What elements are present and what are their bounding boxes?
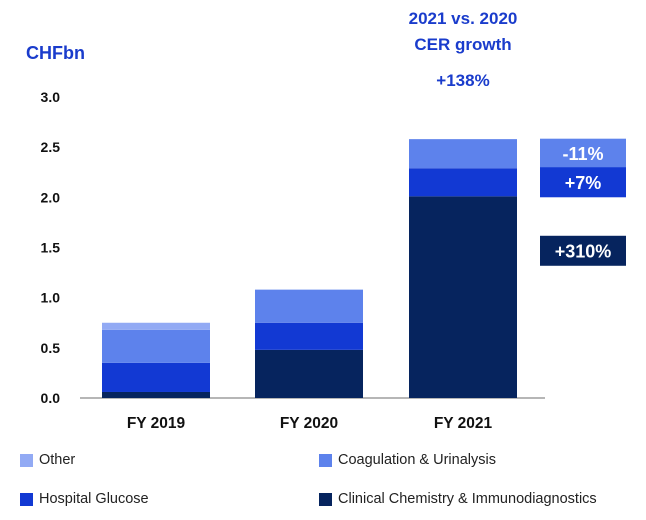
bar-segment bbox=[255, 289, 363, 323]
growth-badge bbox=[540, 138, 626, 169]
bar-segment bbox=[409, 139, 517, 169]
bar-segment bbox=[409, 168, 517, 197]
x-tick-label: FY 2020 bbox=[280, 415, 338, 432]
bar-segment bbox=[255, 349, 363, 398]
legend-label-other: Other bbox=[39, 452, 76, 468]
bar-segment bbox=[102, 322, 210, 330]
legend-label-coagulation: Coagulation & Urinalysis bbox=[338, 452, 496, 468]
x-tick-label: FY 2021 bbox=[434, 415, 493, 432]
unit-label: CHFbn bbox=[26, 43, 85, 63]
legend-label-clinical: Clinical Chemistry & Immunodiagnostics bbox=[338, 491, 597, 507]
y-tick-label: 2.0 bbox=[41, 189, 61, 205]
y-tick-label: 1.0 bbox=[41, 290, 61, 306]
growth-badge-label: +310% bbox=[555, 241, 612, 261]
stacked-bar-chart: CHFbn 2021 vs. 2020 CER growth +138% 0.0… bbox=[26, 9, 626, 432]
bar-segment bbox=[102, 329, 210, 363]
x-tick-label: FY 2019 bbox=[127, 415, 186, 432]
legend: Other Coagulation & Urinalysis Hospital … bbox=[0, 440, 646, 520]
growth-badge bbox=[540, 235, 626, 266]
bar-segment bbox=[409, 196, 517, 398]
bar-segment bbox=[102, 391, 210, 398]
growth-badges: -11% +7% +310% bbox=[540, 138, 626, 266]
legend-swatch-hospital bbox=[20, 492, 33, 506]
legend-item-coagulation: Coagulation & Urinalysis bbox=[319, 452, 496, 468]
x-axis: FY 2019 FY 2020 FY 2021 bbox=[127, 415, 493, 432]
y-tick-label: 0.5 bbox=[41, 340, 61, 356]
legend-item-other: Other bbox=[20, 452, 75, 468]
growth-total: +138% bbox=[436, 71, 489, 90]
bars-group bbox=[102, 139, 517, 398]
legend-swatch-clinical bbox=[319, 492, 332, 506]
y-tick-label: 1.5 bbox=[41, 240, 61, 256]
growth-badge-label: -11% bbox=[562, 144, 603, 164]
growth-header-line1: 2021 vs. 2020 bbox=[409, 9, 518, 28]
y-tick-label: 2.5 bbox=[41, 139, 61, 155]
legend-label-hospital: Hospital Glucose bbox=[39, 491, 149, 507]
legend-swatch-coagulation bbox=[319, 453, 332, 467]
legend-item-clinical: Clinical Chemistry & Immunodiagnostics bbox=[319, 491, 597, 507]
bar-segment bbox=[102, 362, 210, 392]
growth-badge-label: +7% bbox=[565, 173, 602, 193]
legend-item-hospital: Hospital Glucose bbox=[20, 491, 149, 507]
bar-segment bbox=[255, 322, 363, 350]
y-tick-label: 0.0 bbox=[41, 390, 61, 406]
growth-header-line2: CER growth bbox=[414, 35, 511, 54]
legend-swatch-other bbox=[20, 453, 33, 467]
y-tick-label: 3.0 bbox=[41, 89, 61, 105]
growth-badge bbox=[540, 167, 626, 198]
